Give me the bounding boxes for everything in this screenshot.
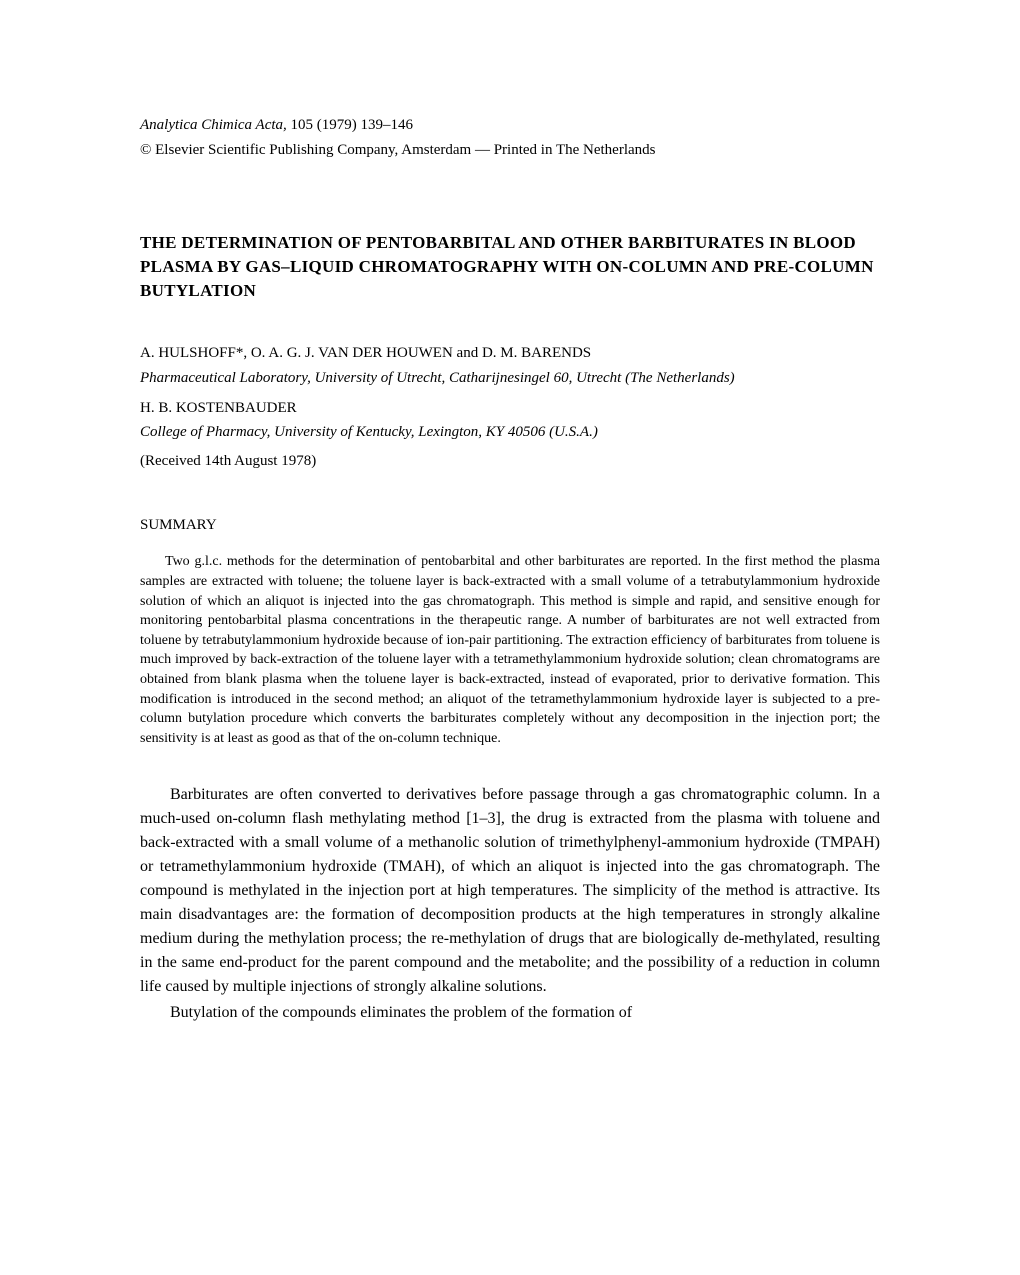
received-date: (Received 14th August 1978) <box>140 451 880 472</box>
copyright-line: © Elsevier Scientific Publishing Company… <box>140 140 880 161</box>
citation-details: 105 (1979) 139–146 <box>287 117 413 133</box>
journal-citation: Analytica Chimica Acta, 105 (1979) 139–1… <box>140 115 880 136</box>
body-paragraph-2: Butylation of the compounds eliminates t… <box>140 1001 880 1025</box>
author-group-1: A. HULSHOFF*, O. A. G. J. VAN DER HOUWEN… <box>140 342 880 365</box>
paper-title: THE DETERMINATION OF PENTOBARBITAL AND O… <box>140 231 880 302</box>
affiliation-2: College of Pharmacy, University of Kentu… <box>140 422 880 443</box>
journal-name: Analytica Chimica Acta, <box>140 117 287 133</box>
author-group-2: H. B. KOSTENBAUDER <box>140 397 880 420</box>
summary-heading: SUMMARY <box>140 517 880 534</box>
affiliation-1: Pharmaceutical Laboratory, University of… <box>140 368 880 389</box>
body-paragraph-1: Barbiturates are often converted to deri… <box>140 783 880 999</box>
summary-text: Two g.l.c. methods for the determination… <box>140 552 880 748</box>
